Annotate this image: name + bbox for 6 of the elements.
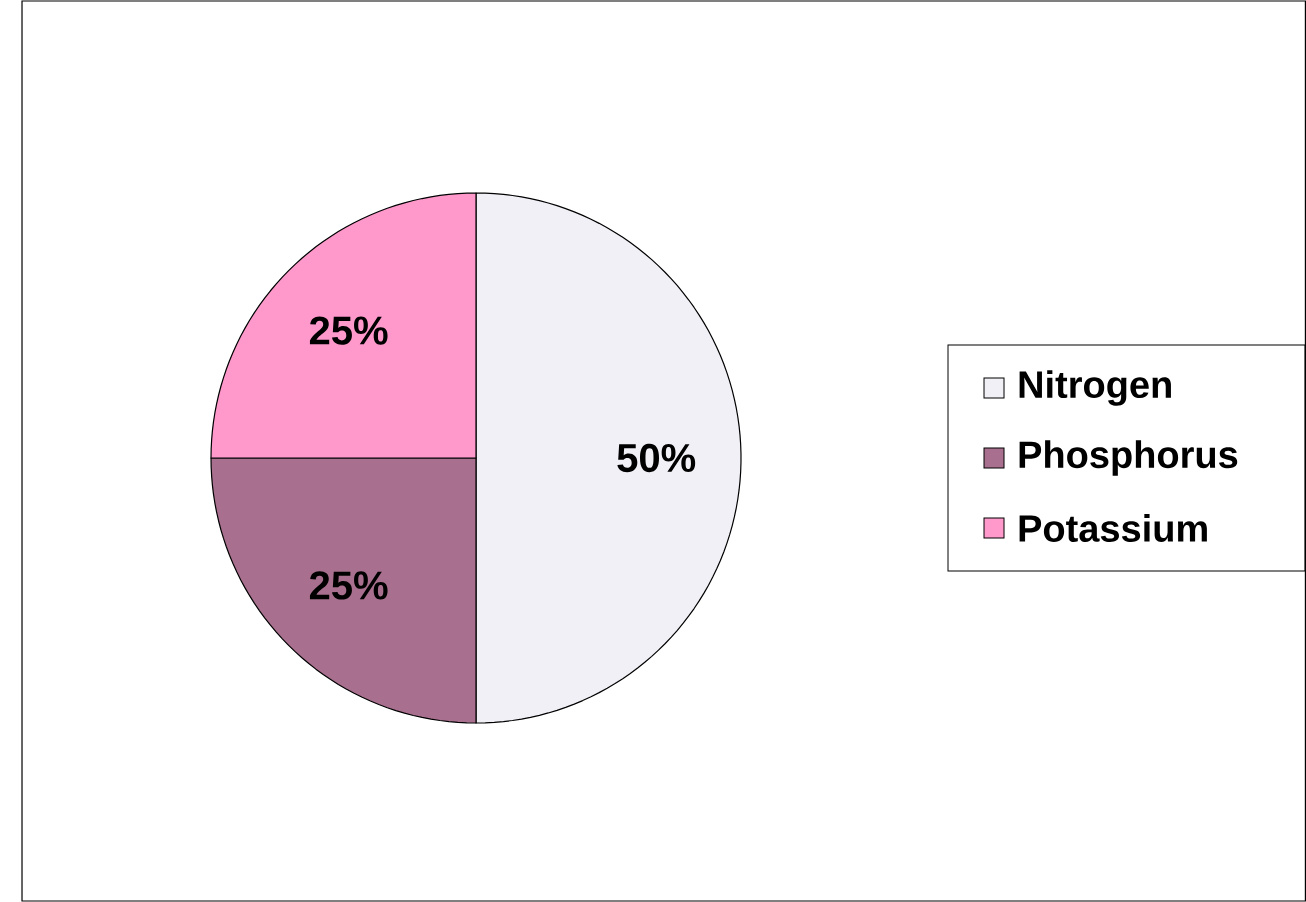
legend-label: Phosphorus [1019,440,1238,476]
legend-label: Potassium [1019,514,1207,542]
legend-label: Nitrogen [1019,370,1171,406]
data-label: 25% [309,316,388,345]
data-label: 50% [617,443,696,473]
data-label: 25% [309,571,388,600]
